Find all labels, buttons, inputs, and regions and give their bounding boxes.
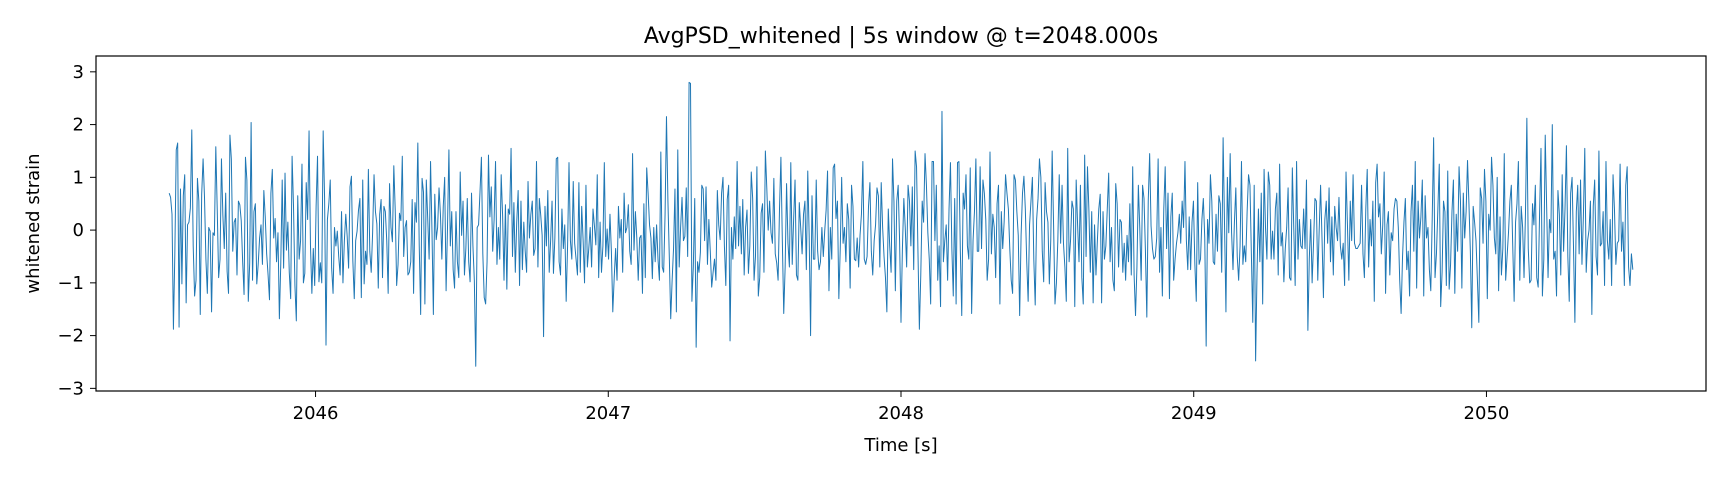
y-tick-label: 1 [73, 167, 84, 188]
x-tick-label: 2050 [1464, 403, 1510, 424]
x-tick-label: 2046 [293, 403, 339, 424]
x-tick-label: 2048 [878, 403, 924, 424]
plot-area: 2046 2047 2048 2049 2050 3 2 1 0 −1 −2 −3 [57, 55, 1707, 424]
y-tick-label: 0 [73, 220, 84, 241]
x-tick-label: 2049 [1171, 403, 1217, 424]
y-tick-label: −2 [57, 326, 84, 347]
y-axis: 3 2 1 0 −1 −2 −3 [57, 62, 96, 399]
y-tick-label: 2 [73, 115, 84, 136]
y-tick-label: −1 [57, 273, 84, 294]
x-axis: 2046 2047 2048 2049 2050 [293, 391, 1510, 424]
line-layer [168, 81, 1634, 367]
x-axis-label: Time [s] [863, 435, 937, 456]
series-line-0 [168, 81, 1634, 367]
y-tick-label: −3 [57, 378, 84, 399]
x-tick-label: 2047 [585, 403, 631, 424]
y-tick-label: 3 [73, 62, 84, 83]
y-axis-label: whitened strain [23, 153, 44, 293]
chart-title: AvgPSD_whitened | 5s window @ t=2048.000… [644, 24, 1158, 49]
